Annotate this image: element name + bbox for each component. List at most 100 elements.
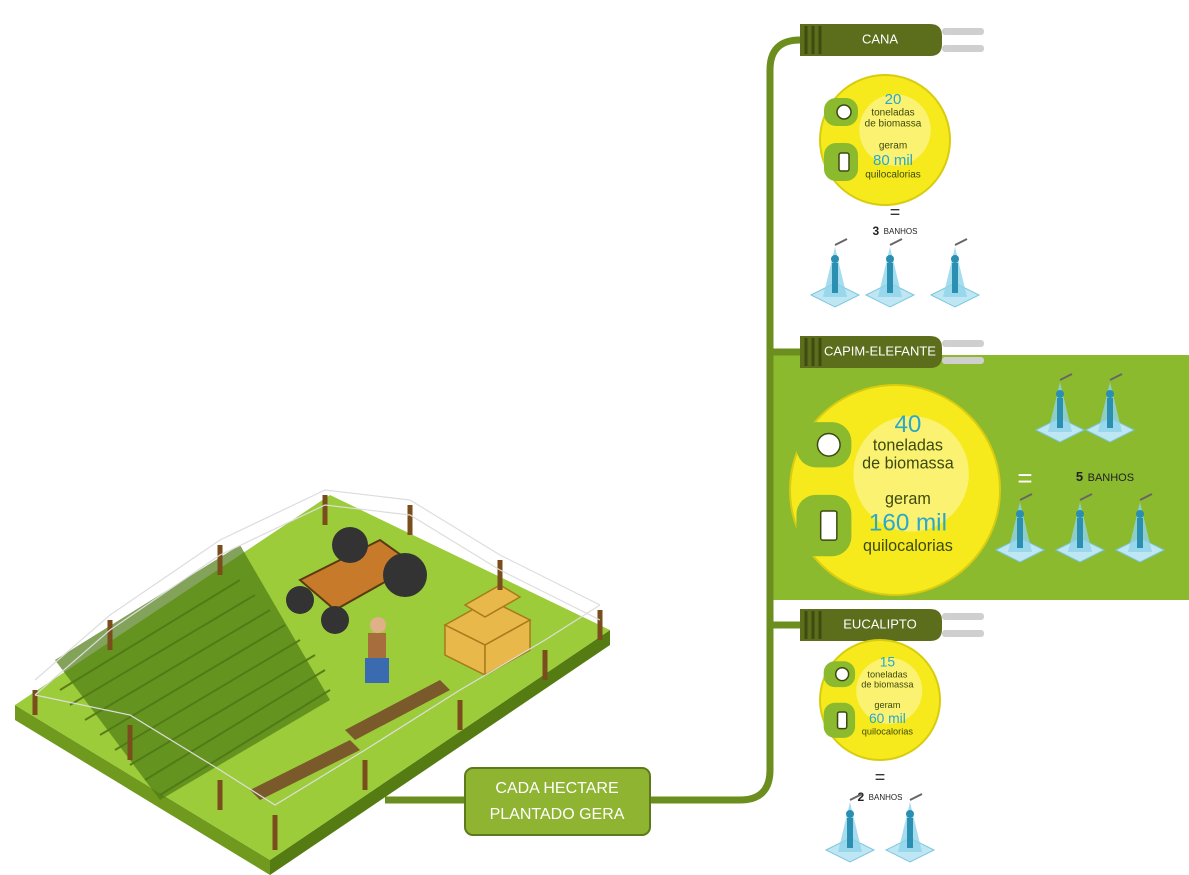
shower-icon	[824, 793, 876, 863]
baths-count: 5	[1076, 469, 1083, 484]
plug-prong	[942, 28, 984, 35]
shower-person	[887, 263, 893, 293]
farm-illustration	[15, 489, 610, 875]
energy-unit: quilocalorias	[865, 170, 921, 181]
plug-prong	[942, 340, 984, 347]
shower-pipe	[909, 793, 923, 801]
shower-pipe	[1059, 373, 1073, 381]
equals-sign: =	[1017, 463, 1032, 493]
baths-text: 3 BANHOS	[873, 223, 918, 240]
plug-prong	[942, 357, 984, 364]
shower-icon	[994, 493, 1046, 563]
cable	[385, 36, 801, 804]
shower-head	[846, 810, 854, 818]
amount: 40	[894, 411, 921, 438]
plug-head	[800, 336, 942, 368]
shower-person	[1057, 398, 1063, 428]
shower-pipe	[889, 238, 903, 246]
shower-pipe	[1019, 493, 1033, 501]
shower-icon	[1084, 373, 1136, 443]
shower-pipe	[834, 238, 848, 246]
plug-ridges	[804, 611, 822, 639]
battery-icon	[838, 152, 850, 172]
shower-person	[847, 818, 853, 848]
biomass-icon	[834, 666, 850, 682]
equals-sign: =	[875, 767, 886, 787]
caption-line: CADA HECTARE	[495, 780, 618, 797]
caption-line: PLANTADO GERA	[490, 806, 625, 823]
shower-head	[831, 255, 839, 263]
crop-name: EUCALIPTO	[843, 616, 916, 631]
shower-head	[1056, 390, 1064, 398]
shower-pipe	[1109, 373, 1123, 381]
amount-text: de biomassa	[861, 680, 914, 690]
plug-ridges	[804, 338, 822, 366]
cable-branch	[770, 348, 800, 629]
baths-label: BANHOS	[869, 793, 903, 802]
verb: geram	[874, 700, 900, 710]
energy-unit: quilocalorias	[862, 727, 914, 737]
shower-head	[1076, 510, 1084, 518]
shower-head	[1016, 510, 1024, 518]
amount-text: toneladas	[867, 670, 907, 680]
amount: 15	[880, 654, 896, 670]
shower-person	[952, 263, 958, 293]
shower-head	[906, 810, 914, 818]
battery-icon	[836, 711, 848, 730]
shower-icon	[929, 238, 981, 308]
amount-text: de biomassa	[865, 119, 922, 130]
crop-name: CAPIM-ELEFANTE	[824, 343, 936, 358]
verb: geram	[879, 141, 907, 152]
energy: 160 mil	[869, 509, 947, 536]
amount-text: de biomassa	[862, 454, 954, 472]
crop-name: CANA	[862, 31, 898, 46]
shower-person	[1017, 518, 1023, 548]
shower-pipe	[1139, 493, 1153, 501]
energy-unit: quilocalorias	[863, 537, 953, 555]
caption-box	[464, 767, 651, 836]
equals-sign: =	[890, 202, 901, 222]
shower-head	[886, 255, 894, 263]
battery-icon	[819, 510, 838, 541]
baths-label: BANHOS	[884, 227, 918, 236]
shower-head	[951, 255, 959, 263]
amount: 20	[885, 91, 902, 108]
shower-icon	[809, 238, 861, 308]
shower-icon	[884, 793, 936, 863]
shower-person	[832, 263, 838, 293]
shower-icon	[1114, 493, 1166, 563]
shower-icon	[864, 238, 916, 308]
shower-pipe	[954, 238, 968, 246]
plug-head	[800, 24, 942, 56]
shower-icon	[1034, 373, 1086, 443]
info-glow	[859, 94, 931, 166]
shower-pipe	[849, 793, 863, 801]
shower-pipe	[1079, 493, 1093, 501]
plug-head	[800, 609, 942, 641]
baths-label: BANHOS	[1088, 472, 1134, 484]
shower-person	[1137, 518, 1143, 548]
energy: 80 mil	[873, 152, 913, 169]
shower-icon	[1054, 493, 1106, 563]
biomass-icon	[816, 432, 841, 457]
info-glow	[853, 416, 969, 532]
baths-count: 3	[873, 224, 880, 238]
plug-prong	[942, 45, 984, 52]
shower-person	[907, 818, 913, 848]
amount-text: toneladas	[873, 437, 943, 455]
baths-count: 2	[858, 790, 865, 804]
amount-text: toneladas	[871, 108, 914, 119]
baths-text: 2 BANHOS	[858, 789, 903, 806]
info-glow	[856, 657, 923, 724]
plug-ridges	[804, 26, 822, 54]
shower-head	[1106, 390, 1114, 398]
shower-person	[1077, 518, 1083, 548]
baths-text: 5 BANHOS	[1076, 469, 1134, 486]
plug-prong	[942, 613, 984, 620]
shower-head	[1136, 510, 1144, 518]
plug-prong	[942, 630, 984, 637]
shower-person	[1107, 398, 1113, 428]
verb: geram	[885, 490, 931, 508]
biomass-icon	[836, 104, 852, 120]
